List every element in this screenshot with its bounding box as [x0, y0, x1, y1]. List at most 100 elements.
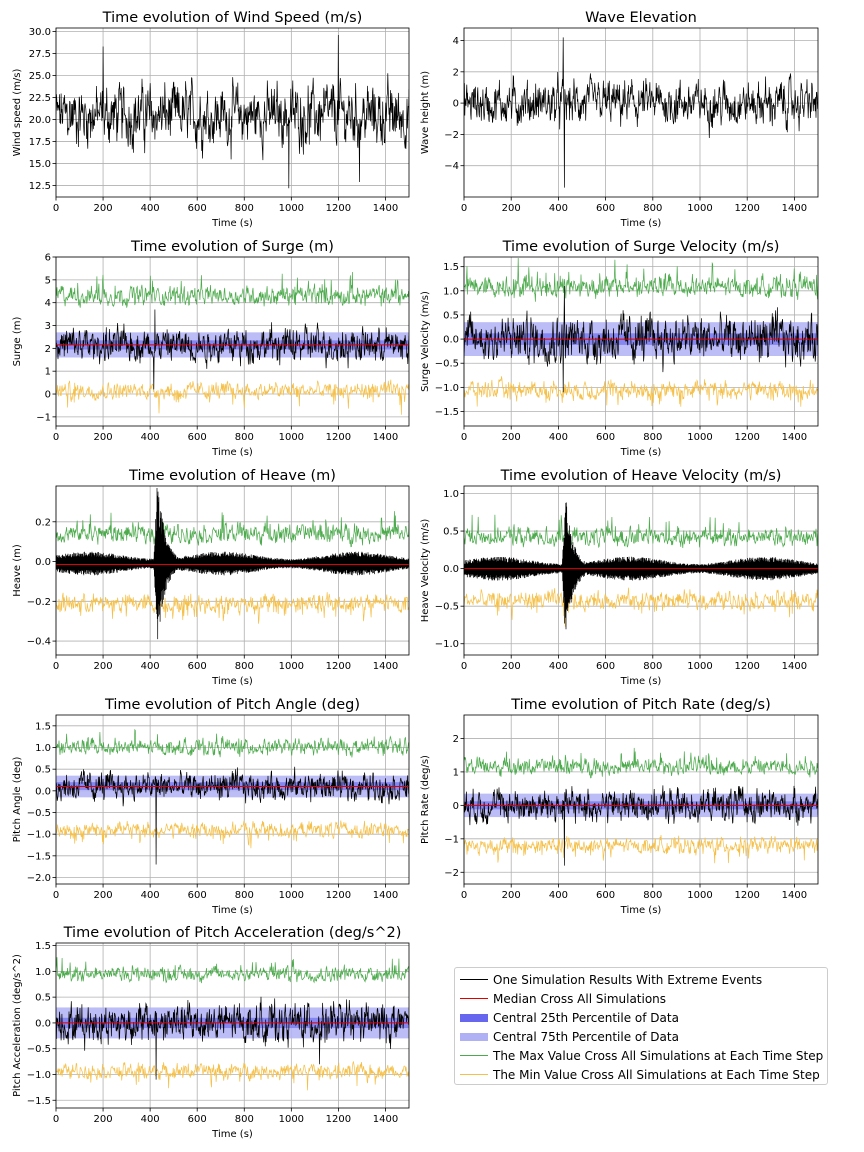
- y-tick-label: 22.5: [29, 93, 51, 104]
- chart-title: Time evolution of Surge Velocity (m/s): [502, 239, 780, 255]
- x-tick-label: 1400: [782, 203, 807, 214]
- x-tick-label: 0: [461, 432, 467, 443]
- y-tick-label: 0.5: [443, 527, 459, 538]
- y-tick-label: −0.5: [27, 808, 51, 819]
- x-tick-label: 600: [188, 203, 207, 214]
- y-tick-label: 20.0: [29, 115, 51, 126]
- x-tick-label: 200: [94, 890, 113, 901]
- series-simulation-line: [464, 285, 818, 393]
- y-tick-label: 1.5: [35, 941, 51, 952]
- x-tick-label: 1000: [279, 661, 304, 672]
- legend-swatch: [460, 1013, 488, 1022]
- y-tick-label: 0.0: [443, 564, 459, 575]
- y-tick-label: −1.0: [435, 639, 459, 650]
- x-tick-label: 1400: [782, 890, 807, 901]
- x-tick-label: 1200: [734, 890, 759, 901]
- x-tick-label: 1000: [279, 203, 304, 214]
- x-tick-label: 1200: [734, 661, 759, 672]
- x-tick-label: 1200: [326, 203, 351, 214]
- y-tick-label: −1: [444, 834, 459, 845]
- x-tick-label: 0: [461, 203, 467, 214]
- y-axis-label: Pitch Acceleration (deg/s^2): [12, 954, 23, 1097]
- y-tick-label: −4: [444, 161, 459, 172]
- x-tick-label: 600: [596, 203, 615, 214]
- y-tick-label: −1.0: [27, 1070, 51, 1081]
- y-tick-label: 0.5: [35, 765, 51, 776]
- x-tick-label: 600: [188, 432, 207, 443]
- y-tick-label: 25.0: [29, 71, 51, 82]
- y-tick-label: 5: [45, 275, 51, 286]
- y-tick-label: 1: [453, 767, 459, 778]
- y-tick-label: 15.0: [29, 159, 51, 170]
- x-tick-label: 400: [141, 1114, 160, 1125]
- y-tick-label: 12.5: [29, 181, 51, 192]
- x-tick-label: 800: [235, 890, 254, 901]
- y-tick-label: −1: [36, 412, 51, 423]
- y-tick-label: 0.0: [35, 1018, 51, 1029]
- series-min-line: [56, 592, 409, 624]
- axes-frame: [55, 27, 410, 198]
- y-axis-label: Wave height (m): [420, 71, 431, 154]
- series-simulation-line: [464, 502, 818, 630]
- y-tick-label: −1.0: [27, 830, 51, 841]
- x-tick-label: 200: [94, 661, 113, 672]
- y-tick-label: 3: [45, 321, 51, 332]
- x-tick-label: 1400: [782, 661, 807, 672]
- x-tick-label: 1400: [373, 661, 398, 672]
- chart-title: Time evolution of Heave (m): [128, 468, 336, 484]
- x-tick-label: 1400: [373, 203, 398, 214]
- y-tick-label: 0: [453, 99, 459, 110]
- x-tick-label: 1400: [373, 1114, 398, 1125]
- x-tick-label: 200: [502, 432, 521, 443]
- x-tick-label: 1400: [373, 890, 398, 901]
- chart-panel-wind: 0 200 400 600 800 1000 1200 1400 12.5 15.0 17.5 20.…: [12, 10, 410, 229]
- x-tick-label: 1000: [687, 661, 712, 672]
- x-axis-label: Time (s): [211, 905, 253, 916]
- x-tick-label: 200: [94, 203, 113, 214]
- x-tick-label: 800: [235, 661, 254, 672]
- chart-panel-pitchacc: 0 200 400 600 800 1000 1200 1400 −1.5 −1.0 −0.5 0.0…: [12, 925, 410, 1140]
- series-simulation-line: [56, 487, 409, 640]
- x-tick-label: 400: [549, 432, 568, 443]
- axes-frame: [463, 485, 819, 656]
- y-tick-label: 1.5: [35, 721, 51, 732]
- x-tick-label: 800: [235, 1114, 254, 1125]
- y-tick-label: 0.0: [35, 557, 51, 568]
- x-tick-label: 400: [549, 890, 568, 901]
- series-min-line: [56, 1061, 409, 1091]
- legend-label: The Max Value Cross All Simulations at E…: [493, 1048, 824, 1063]
- chart-panel-heave: 0 200 400 600 800 1000 1200 1400 −0.4 −0.2 0.0 0.2 T…: [12, 468, 410, 687]
- axes-frame: [463, 714, 819, 885]
- plot-area: [56, 728, 409, 865]
- x-tick-label: 800: [643, 203, 662, 214]
- series-min-line: [56, 379, 409, 415]
- x-tick-label: 200: [502, 203, 521, 214]
- y-tick-label: 0: [45, 390, 51, 401]
- legend-item-max: The Max Value Cross All Simulations at E…: [455, 1046, 829, 1065]
- series-max-line: [56, 957, 409, 984]
- y-tick-label: −0.2: [27, 597, 51, 608]
- x-axis-label: Time (s): [211, 676, 253, 687]
- legend-swatch: [460, 979, 488, 980]
- y-tick-label: 0.0: [443, 335, 459, 346]
- x-tick-label: 600: [188, 1114, 207, 1125]
- x-axis-label: Time (s): [211, 218, 253, 229]
- x-tick-label: 600: [596, 432, 615, 443]
- x-tick-label: 0: [53, 890, 59, 901]
- legend-item-median: Median Cross All Simulations: [455, 989, 829, 1008]
- x-tick-label: 200: [94, 432, 113, 443]
- legend-label: Median Cross All Simulations: [493, 991, 667, 1006]
- x-tick-label: 1000: [687, 890, 712, 901]
- y-tick-label: −0.4: [27, 637, 51, 648]
- legend-swatch: [460, 1055, 488, 1056]
- x-tick-label: 0: [53, 1114, 59, 1125]
- legend-item-25th-percentile: Central 25th Percentile of Data: [455, 1008, 829, 1027]
- x-tick-label: 0: [461, 890, 467, 901]
- plot-area: [464, 37, 818, 188]
- x-tick-label: 400: [141, 890, 160, 901]
- series-max-line: [56, 511, 409, 548]
- plot-area: [56, 487, 409, 640]
- y-axis-label: Pitch Angle (deg): [12, 756, 23, 842]
